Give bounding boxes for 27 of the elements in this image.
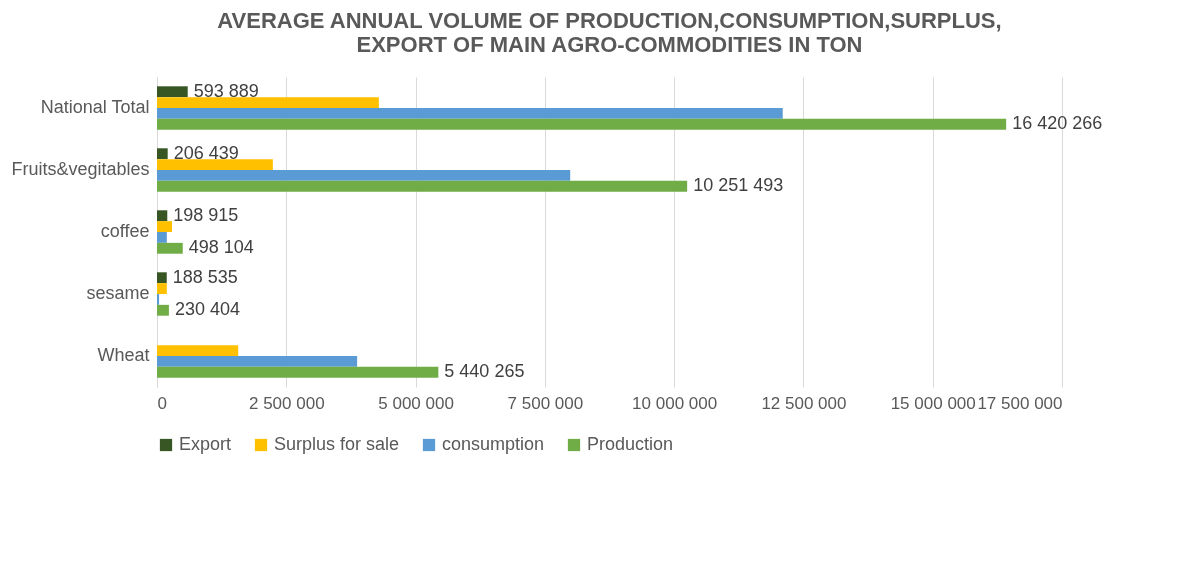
legend-label: Production [587,434,674,454]
legend-label: consumption [442,434,545,454]
y-tick-label: National Total [40,97,150,117]
y-tick-label: sesame [86,283,150,303]
data-label: 188 535 [172,266,238,287]
data-label: 198 915 [173,204,239,225]
x-tick-label: 5 000 000 [378,393,454,413]
data-label: 5 440 265 [444,361,525,382]
data-label: 498 104 [188,237,254,258]
legend-label: Export [179,434,232,454]
data-label: 16 420 266 [1012,113,1103,134]
data-label: 10 251 493 [693,175,784,196]
legend-label: Surplus for sale [274,434,400,454]
data-label: 206 439 [173,142,239,163]
y-tick-label: coffee [100,221,150,241]
x-tick-label: 0 [157,393,167,413]
y-tick-label: Wheat [97,345,150,365]
data-label: 593 889 [193,80,259,101]
x-tick-label: 17 500 000 [977,393,1063,413]
x-tick-label: 10 000 000 [632,393,718,413]
x-tick-label: 12 500 000 [761,393,847,413]
chart-title: AVERAGE ANNUAL VOLUME OF PRODUCTION,CONSUMPTION,SURPLUS, EXPORT OF MAIN AGRO-COMMODITIES IN TON [217,8,1002,57]
x-tick-label: 15 000 000 [890,393,976,413]
data-label: 230 404 [174,299,240,320]
x-tick-label: 2 500 000 [248,393,325,413]
x-tick-label: 7 500 000 [507,393,584,413]
y-tick-label: Fruits&vegitables [11,159,150,179]
